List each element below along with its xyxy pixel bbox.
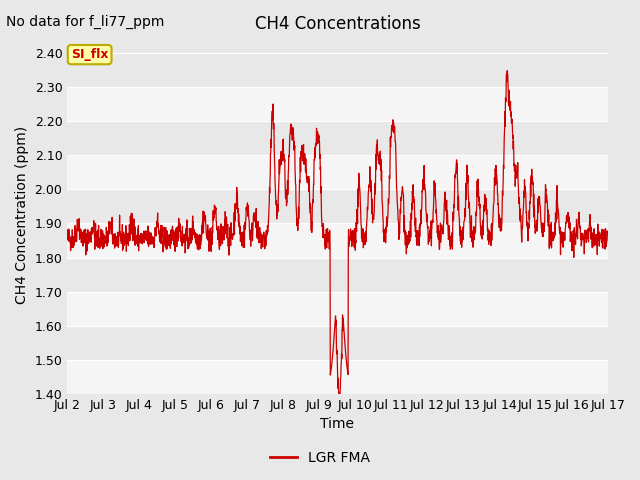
Text: No data for f_li77_ppm: No data for f_li77_ppm [6,14,164,28]
Title: CH4 Concentrations: CH4 Concentrations [255,15,420,33]
Bar [67,326,607,360]
Bar [67,292,607,326]
Bar [67,87,607,121]
Bar [67,53,607,87]
Bar [67,360,607,394]
Text: SI_flx: SI_flx [71,48,108,61]
Bar [67,121,607,156]
Y-axis label: CH4 Concentration (ppm): CH4 Concentration (ppm) [15,126,29,304]
Bar [67,258,607,292]
Bar [67,190,607,224]
Bar [67,224,607,258]
Bar [67,156,607,190]
Legend: LGR FMA: LGR FMA [264,445,376,471]
X-axis label: Time: Time [321,418,355,432]
